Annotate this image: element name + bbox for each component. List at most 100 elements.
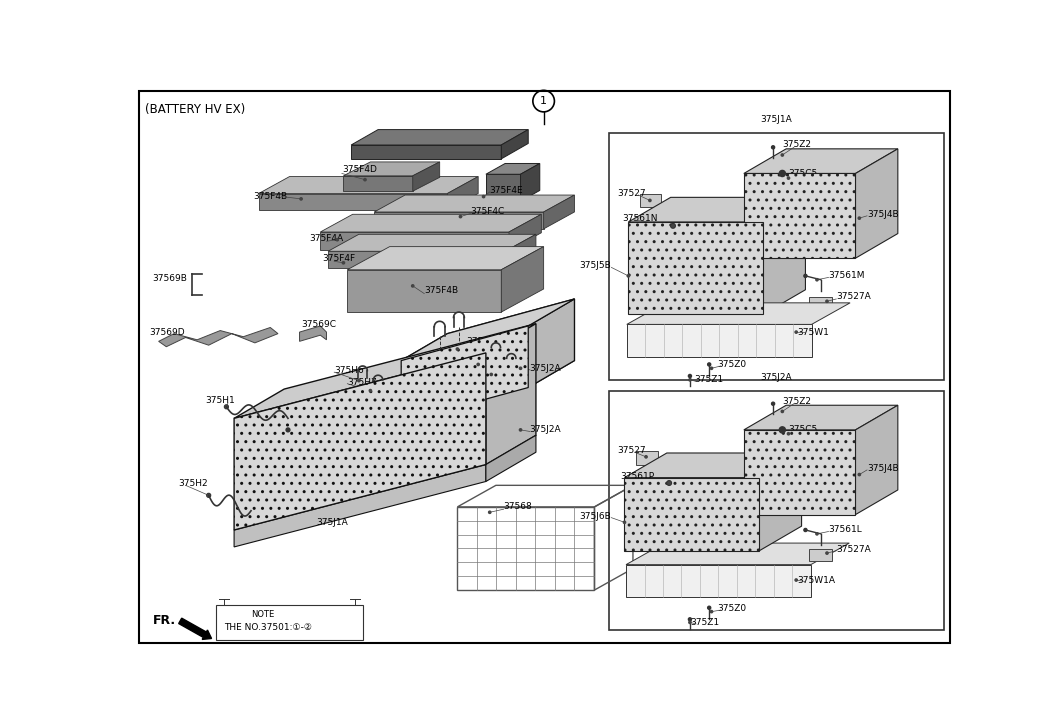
Text: 37527: 37527 xyxy=(617,446,645,455)
Text: 375F4B: 375F4B xyxy=(253,192,287,201)
Polygon shape xyxy=(521,164,540,201)
Circle shape xyxy=(671,223,675,228)
Polygon shape xyxy=(624,478,759,551)
Circle shape xyxy=(667,481,672,486)
Circle shape xyxy=(286,428,290,432)
Text: 375J1A: 375J1A xyxy=(760,115,792,124)
Polygon shape xyxy=(502,246,543,312)
Circle shape xyxy=(336,238,338,241)
Polygon shape xyxy=(351,129,528,145)
Circle shape xyxy=(772,402,775,405)
Circle shape xyxy=(788,177,790,180)
Polygon shape xyxy=(234,353,486,530)
Text: 375C5: 375C5 xyxy=(789,169,817,178)
Polygon shape xyxy=(320,232,509,251)
Text: 37569C: 37569C xyxy=(301,320,336,329)
Circle shape xyxy=(207,494,209,497)
Circle shape xyxy=(708,606,711,609)
Circle shape xyxy=(627,275,629,277)
Text: 375J5B: 375J5B xyxy=(579,262,611,270)
Circle shape xyxy=(489,511,491,513)
Circle shape xyxy=(689,374,691,377)
Polygon shape xyxy=(320,214,541,232)
Text: 375H3: 375H3 xyxy=(467,337,496,346)
Text: 375H2: 375H2 xyxy=(178,479,207,489)
Text: 375J2A: 375J2A xyxy=(529,364,561,373)
Polygon shape xyxy=(856,405,898,515)
Text: 37569D: 37569D xyxy=(150,328,185,337)
Text: 375J1A: 375J1A xyxy=(317,518,349,527)
Polygon shape xyxy=(486,324,536,465)
Polygon shape xyxy=(626,543,849,565)
Circle shape xyxy=(520,367,522,369)
Circle shape xyxy=(411,285,414,287)
Text: 375J4B: 375J4B xyxy=(867,210,898,219)
Polygon shape xyxy=(627,324,811,357)
Text: 375Z2: 375Z2 xyxy=(782,140,811,150)
Circle shape xyxy=(342,262,344,264)
Text: 375J4B: 375J4B xyxy=(867,464,898,473)
Polygon shape xyxy=(300,326,326,342)
Polygon shape xyxy=(628,197,806,222)
Circle shape xyxy=(483,196,485,198)
Text: 375H1: 375H1 xyxy=(205,396,235,405)
Text: 37527: 37527 xyxy=(617,189,645,198)
Text: THE NO.37501:①-②: THE NO.37501:①-② xyxy=(224,623,313,632)
Polygon shape xyxy=(328,234,536,252)
Polygon shape xyxy=(401,326,528,422)
Text: 37561L: 37561L xyxy=(828,526,862,534)
Polygon shape xyxy=(628,222,763,314)
Polygon shape xyxy=(763,197,806,314)
Polygon shape xyxy=(401,326,528,422)
Circle shape xyxy=(858,473,860,475)
Bar xyxy=(609,391,944,630)
Text: 375F4F: 375F4F xyxy=(322,254,355,262)
Circle shape xyxy=(225,406,227,408)
Text: 375H4: 375H4 xyxy=(493,361,523,371)
Circle shape xyxy=(804,274,807,278)
Circle shape xyxy=(357,379,360,382)
Polygon shape xyxy=(640,193,661,207)
Polygon shape xyxy=(486,435,536,481)
Polygon shape xyxy=(528,299,574,387)
Text: 37568: 37568 xyxy=(504,502,533,511)
Circle shape xyxy=(815,278,819,281)
Text: 37561M: 37561M xyxy=(828,271,865,281)
Text: 375F4E: 375F4E xyxy=(490,186,523,195)
Text: 375W1: 375W1 xyxy=(797,328,829,337)
Text: 37569B: 37569B xyxy=(152,273,187,283)
Polygon shape xyxy=(258,193,448,210)
Text: 375J1A: 375J1A xyxy=(279,483,309,492)
Polygon shape xyxy=(528,299,574,387)
Polygon shape xyxy=(744,430,856,515)
Polygon shape xyxy=(509,214,541,251)
Polygon shape xyxy=(486,174,521,201)
Circle shape xyxy=(858,217,860,220)
Text: 37527A: 37527A xyxy=(837,545,871,554)
Circle shape xyxy=(364,179,366,181)
Circle shape xyxy=(520,429,522,431)
Text: 375H7: 375H7 xyxy=(348,377,377,387)
Circle shape xyxy=(689,379,691,381)
Text: 375Z0: 375Z0 xyxy=(716,604,746,613)
Circle shape xyxy=(207,494,210,497)
Polygon shape xyxy=(348,270,502,312)
Circle shape xyxy=(826,552,828,554)
Circle shape xyxy=(668,482,671,484)
Polygon shape xyxy=(348,246,543,270)
Polygon shape xyxy=(627,303,850,324)
Text: 1: 1 xyxy=(540,96,547,106)
Polygon shape xyxy=(505,234,536,268)
Text: 375J2A: 375J2A xyxy=(529,425,561,435)
Bar xyxy=(609,134,944,379)
Polygon shape xyxy=(234,324,536,418)
Circle shape xyxy=(779,427,786,433)
Polygon shape xyxy=(744,405,898,430)
Circle shape xyxy=(781,154,783,156)
Polygon shape xyxy=(374,212,543,229)
Polygon shape xyxy=(759,453,802,551)
Text: 375J1A: 375J1A xyxy=(279,499,309,507)
Polygon shape xyxy=(343,162,440,176)
Circle shape xyxy=(826,300,828,302)
Circle shape xyxy=(815,533,819,535)
